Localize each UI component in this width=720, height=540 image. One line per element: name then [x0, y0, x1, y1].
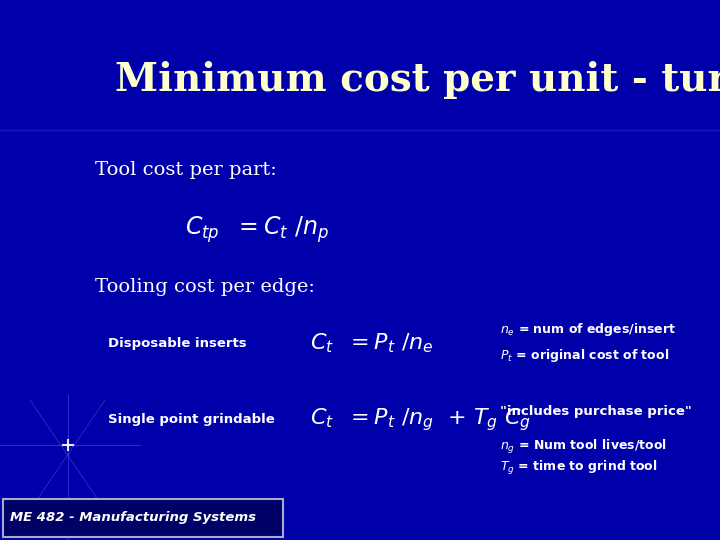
Text: $P_{t}$ = original cost of tool: $P_{t}$ = original cost of tool — [500, 347, 669, 363]
Text: $T_{g}$ = time to grind tool: $T_{g}$ = time to grind tool — [500, 459, 657, 477]
Text: $C_{t}$  $= P_{t}\ /n_{g}$  $+\ T_{g}\ C_{g}$: $C_{t}$ $= P_{t}\ /n_{g}$ $+\ T_{g}\ C_{… — [310, 407, 531, 434]
Text: Single point grindable: Single point grindable — [108, 414, 275, 427]
Text: $n_{g}$ = Num tool lives/tool: $n_{g}$ = Num tool lives/tool — [500, 438, 667, 456]
Text: Disposable inserts: Disposable inserts — [108, 336, 247, 349]
Text: $n_{e}$ = num of edges/insert: $n_{e}$ = num of edges/insert — [500, 321, 676, 339]
Text: $C_{t}$  $= P_{t}\ /n_{e}$: $C_{t}$ $= P_{t}\ /n_{e}$ — [310, 331, 433, 355]
Text: Minimum cost per unit - turning: Minimum cost per unit - turning — [115, 60, 720, 99]
Text: ME 482 - Manufacturing Systems: ME 482 - Manufacturing Systems — [10, 511, 256, 524]
Text: $C_{tp}$  $= C_{t}\ /n_{p}$: $C_{tp}$ $= C_{t}\ /n_{p}$ — [185, 214, 329, 245]
Text: Tooling cost per edge:: Tooling cost per edge: — [95, 278, 315, 296]
Text: "includes purchase price": "includes purchase price" — [500, 406, 692, 419]
FancyBboxPatch shape — [3, 499, 283, 537]
Text: Tool cost per part:: Tool cost per part: — [95, 161, 276, 179]
